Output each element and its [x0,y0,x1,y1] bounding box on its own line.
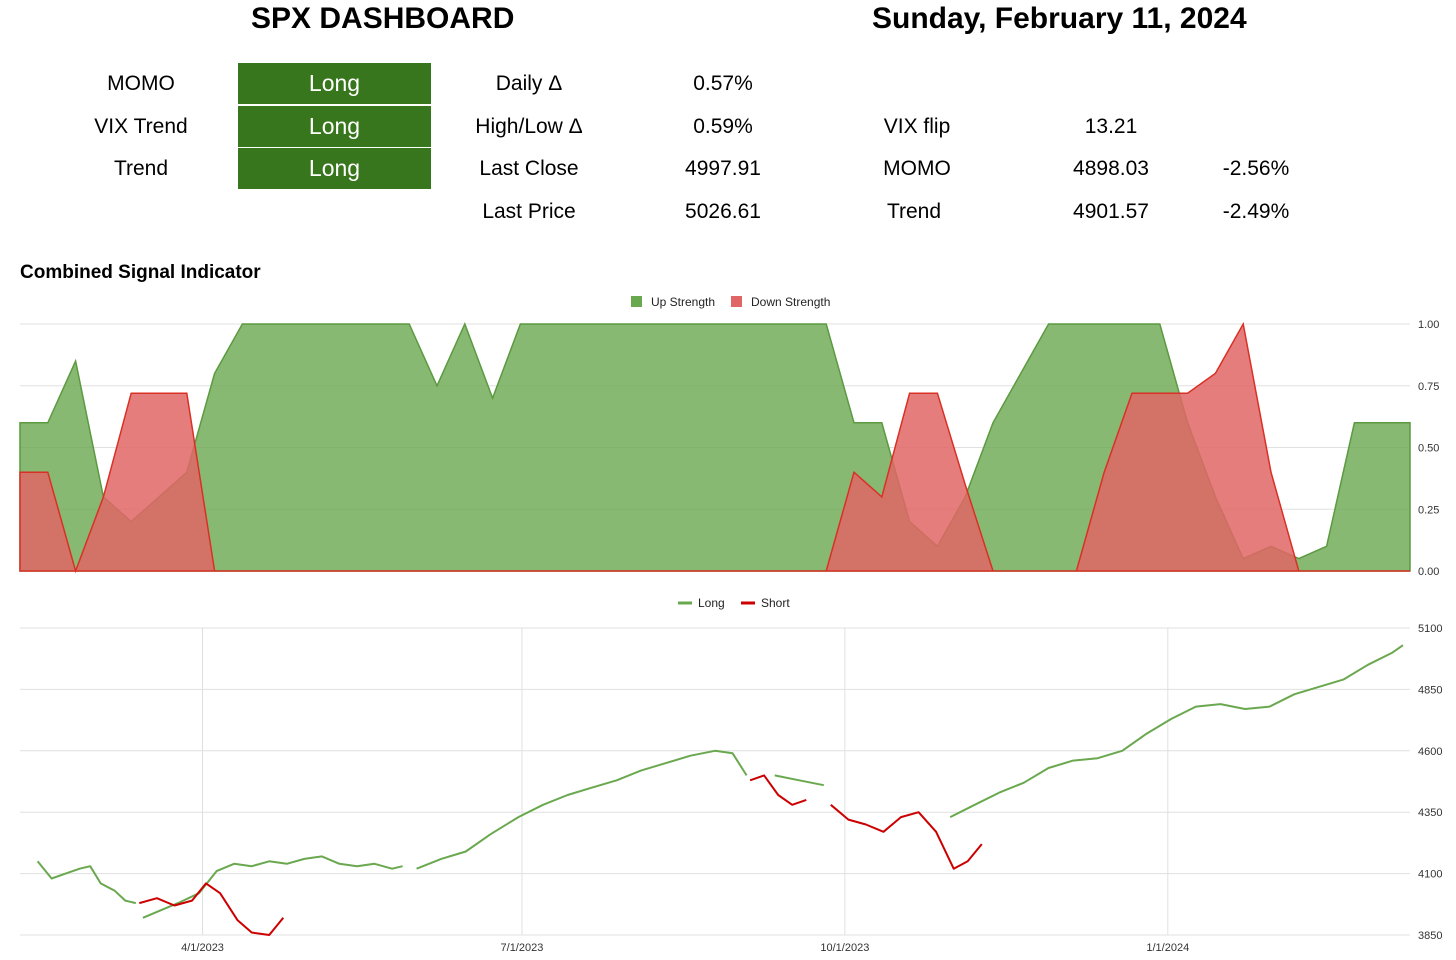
daily-delta-label: Daily Δ [495,72,563,95]
legend-label-long: Long [698,596,725,610]
price-x-tick-label: 7/1/2023 [501,942,544,954]
price-y-tick-label: 4100 [1418,869,1442,881]
short-series-segment [139,882,285,936]
signal-legend: Up Strength Down Strength [631,295,830,309]
long-series-segment [949,644,1404,818]
legend-swatch-down [731,296,742,307]
legend-label-short: Short [761,596,790,610]
trend-level-value: 4901.57 [1073,200,1149,223]
trend-level-label: Trend [886,200,942,223]
combined-signal-title: Combined Signal Indicator [20,262,261,283]
dashboard-title: SPX DASHBOARD [251,2,515,35]
long-series-segment [416,749,748,870]
long-series-segment [36,860,137,905]
trend-pct-value: -2.49% [1222,200,1290,223]
price-x-tick-label: 10/1/2023 [820,942,869,954]
signal-label-momo: MOMO [107,72,175,95]
signal-y-tick-label: 0.25 [1418,504,1439,516]
price-y-tick-label: 3850 [1418,930,1442,942]
long-series-segment [774,774,824,787]
last-close-value: 4997.91 [685,157,761,180]
signal-y-tick-label: 1.00 [1418,319,1439,331]
highlow-delta-label: High/Low Δ [475,115,583,138]
signal-y-tick-label: 0.00 [1418,566,1439,578]
short-series-segment [830,804,983,870]
highlow-delta-value: 0.59% [693,115,753,138]
signal-value-trend: Long [238,148,431,189]
signal-value-momo: Long [238,63,431,104]
daily-delta-value: 0.57% [693,72,753,95]
down-strength-area [19,321,1410,574]
signal-value-vix-trend: Long [238,106,431,147]
momo-level-label: MOMO [883,157,951,180]
price-legend: Long Short [678,596,790,610]
momo-pct-value: -2.56% [1222,157,1290,180]
short-series-segment [749,774,807,806]
legend-swatch-up [631,296,642,307]
vix-flip-label: VIX flip [883,115,951,138]
price-y-tick-label: 4850 [1418,684,1442,696]
last-close-label: Last Close [479,157,579,180]
signal-strength-chart: Up Strength Down Strength 1.00 0.75 0.50 0.… [19,295,1439,578]
vix-flip-value: 13.21 [1084,115,1138,138]
price-y-tick-label: 4600 [1418,746,1442,758]
legend-label-down: Down Strength [751,295,830,309]
price-chart: Long Short 5100 4850 4600 4350 4100 3850 4/1/2… [20,596,1442,954]
legend-label-up: Up Strength [651,295,715,309]
long-series-segment [142,855,403,919]
price-x-tick-label: 1/1/2024 [1146,942,1189,954]
last-price-label: Last Price [482,200,576,223]
signal-y-tick-label: 0.75 [1418,381,1439,393]
momo-level-value: 4898.03 [1073,157,1149,180]
price-x-tick-label: 4/1/2023 [181,942,224,954]
last-price-value: 5026.61 [685,200,761,223]
dashboard-date: Sunday, February 11, 2024 [872,2,1247,35]
price-y-tick-label: 5100 [1418,623,1442,635]
price-y-tick-label: 4350 [1418,807,1442,819]
signal-y-tick-label: 0.50 [1418,443,1439,455]
signal-label-trend: Trend [113,157,169,180]
signal-label-vix-trend: VIX Trend [94,115,188,138]
